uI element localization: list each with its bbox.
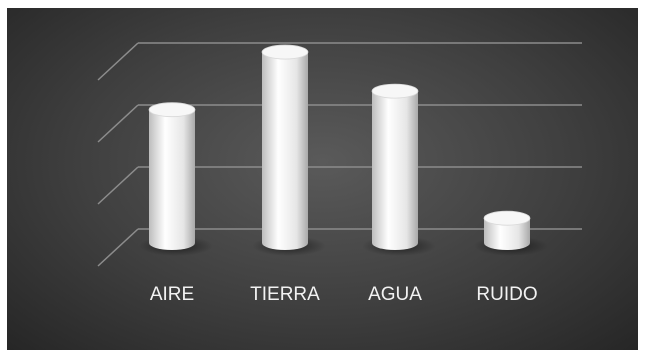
gridline-depth	[97, 228, 139, 267]
bar-tierra	[252, 44, 326, 256]
gridline-depth	[97, 42, 139, 81]
bars	[139, 44, 548, 256]
category-label: AIRE	[150, 284, 194, 305]
category-label: AGUA	[368, 284, 422, 305]
bar-top	[483, 210, 531, 226]
cylinder-bar-chart: AIRE TIERRA AGUA RUIDO	[97, 42, 582, 305]
bar-body	[372, 91, 418, 250]
bar-body	[262, 52, 308, 250]
category-label: RUIDO	[476, 284, 537, 305]
gridline-depth	[97, 166, 139, 205]
bar-body	[149, 109, 195, 250]
bar-top	[371, 83, 419, 99]
bar-top	[148, 102, 196, 118]
bar-aire	[139, 102, 213, 256]
category-label: TIERRA	[250, 284, 320, 305]
chart-area: AIRE TIERRA AGUA RUIDO	[7, 8, 638, 350]
bar-top	[261, 44, 309, 60]
bar-agua	[362, 83, 436, 256]
bar-body	[484, 218, 530, 250]
category-labels: AIRE TIERRA AGUA RUIDO	[150, 284, 538, 305]
gridline-depth	[97, 104, 139, 143]
bar-ruido	[474, 210, 548, 256]
